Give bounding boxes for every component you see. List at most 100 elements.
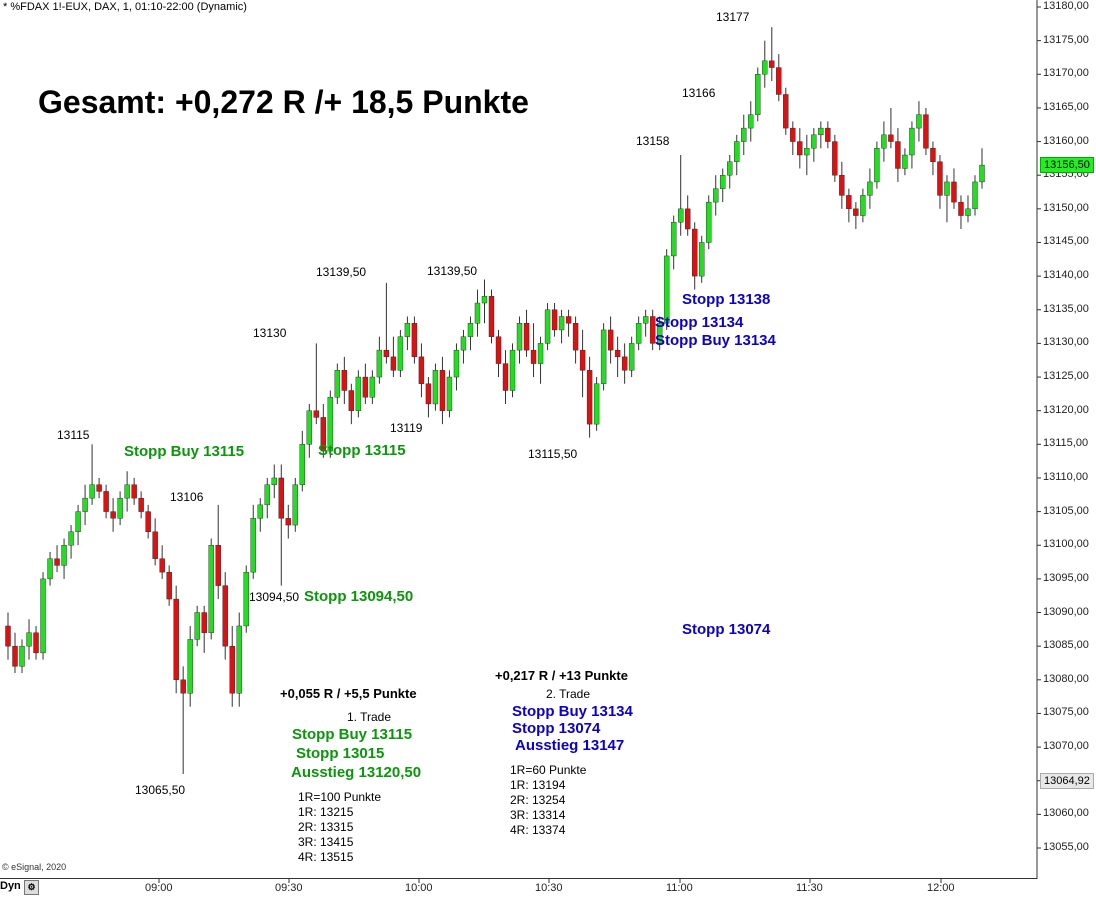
candle-body <box>720 174 726 189</box>
candle <box>586 356 593 438</box>
candle <box>614 336 621 378</box>
candle <box>103 484 109 519</box>
candle-body <box>776 67 782 95</box>
candle-body <box>306 410 313 445</box>
candle <box>600 323 607 391</box>
candle <box>257 498 263 532</box>
trade2-r-line: 3R: 13314 <box>510 808 566 822</box>
candle <box>937 155 943 209</box>
candle-body <box>699 242 705 277</box>
candle <box>544 303 551 351</box>
candle <box>110 498 116 532</box>
candle-body <box>187 639 193 694</box>
y-tick-label: 13150,00 <box>1043 201 1089 214</box>
dyn-label[interactable]: Dyn <box>0 880 21 892</box>
candle-body <box>713 188 719 203</box>
candle-body <box>208 545 214 633</box>
stop-annotation: Stopp 13115 <box>318 442 406 459</box>
candle-body <box>488 296 495 337</box>
trade2-r-line: 4R: 13374 <box>510 823 566 837</box>
candle <box>278 464 284 586</box>
candle <box>741 114 747 156</box>
candle-body <box>551 309 558 331</box>
candle <box>355 370 362 418</box>
candle <box>376 336 383 384</box>
price-annotation: 13106 <box>170 490 204 504</box>
candle <box>138 491 144 519</box>
candle-body <box>383 349 390 358</box>
candle-body <box>881 134 887 149</box>
candle-body <box>635 323 642 344</box>
candle-body <box>341 370 348 391</box>
candle <box>684 195 691 236</box>
candle-body <box>965 208 971 216</box>
trade1-r-line: 4R: 13515 <box>298 850 354 864</box>
price-annotation: 13158 <box>636 134 670 148</box>
candle <box>867 168 873 209</box>
candle <box>769 27 775 82</box>
y-tick-label: 13140,00 <box>1043 269 1089 282</box>
candle <box>797 128 803 169</box>
y-tick-label: 13080,00 <box>1043 672 1089 685</box>
candle <box>663 249 670 330</box>
candle-body <box>166 571 172 600</box>
y-tick-label: 13135,00 <box>1043 302 1089 315</box>
candle <box>404 316 411 351</box>
candle-body <box>734 141 740 162</box>
candle-body <box>131 484 137 499</box>
candle-body <box>117 497 123 519</box>
candle-body <box>334 370 341 398</box>
candle <box>965 195 971 223</box>
candle-body <box>278 477 284 519</box>
candle <box>804 134 810 176</box>
candle <box>832 134 838 182</box>
candle-body <box>586 370 593 425</box>
x-tick-label: 09:00 <box>145 882 173 894</box>
candle-body <box>5 625 11 647</box>
candle <box>635 316 642 351</box>
stop-annotation: Stopp 13138 <box>682 291 771 308</box>
candle <box>208 538 214 640</box>
candle <box>699 235 705 283</box>
candle-body <box>271 477 277 485</box>
candle <box>748 101 754 142</box>
candle-body <box>110 511 116 519</box>
trade1-r-line: 1R: 13215 <box>298 805 354 819</box>
candle <box>656 316 663 351</box>
x-tick-label: 10:00 <box>405 882 433 894</box>
candle <box>951 168 957 209</box>
candle-body <box>825 127 831 142</box>
candle-body <box>558 316 565 331</box>
chart-settings-icon[interactable]: ⚙ <box>24 880 39 895</box>
candle <box>818 121 824 149</box>
trade1-label: 1. Trade <box>347 710 392 724</box>
y-tick-label: 13125,00 <box>1043 370 1089 383</box>
candle-body <box>236 625 242 694</box>
y-tick-label: 13130,00 <box>1043 336 1089 349</box>
candle-body <box>68 531 74 546</box>
candle-body <box>26 632 32 647</box>
candle-body <box>937 161 943 196</box>
candle <box>502 350 509 404</box>
y-tick-label: 13170,00 <box>1043 67 1089 80</box>
candle <box>846 188 852 223</box>
candle-body <box>846 195 852 210</box>
candle-body <box>972 181 978 210</box>
candle <box>481 279 488 324</box>
trade1-stop: Stopp 13015 <box>296 745 385 762</box>
trade1-r-line: 3R: 13415 <box>298 835 354 849</box>
x-tick-label: 11:00 <box>666 882 693 894</box>
candle-body <box>614 349 621 358</box>
stop-annotation: Stopp 13074 <box>682 621 771 638</box>
y-tick-label: 13160,00 <box>1043 134 1089 147</box>
candle-body <box>89 484 95 499</box>
candle-body <box>103 491 109 512</box>
candle <box>117 491 123 526</box>
candle <box>706 195 712 250</box>
candle-body <box>677 208 684 223</box>
candle-body <box>797 141 803 156</box>
candle-body <box>397 336 404 371</box>
y-tick-label: 13180,00 <box>1043 0 1089 12</box>
